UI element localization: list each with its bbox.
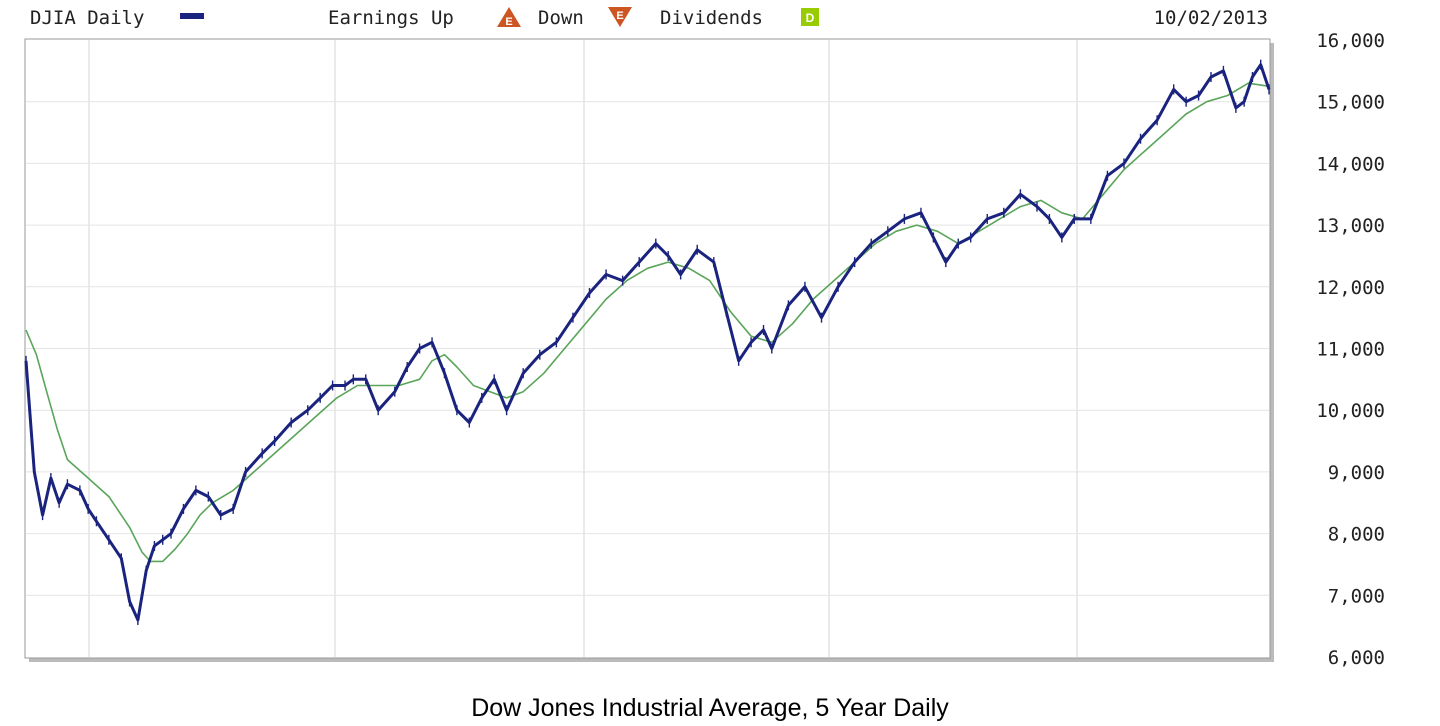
y-tick-label: 8,000 <box>1328 524 1385 546</box>
header-legend: DJIA Daily Earnings Up E Down E Dividend… <box>30 7 1268 29</box>
y-tick-label: 16,000 <box>1316 30 1385 52</box>
dividends-marker: D <box>806 11 815 25</box>
dividends-icon: D <box>801 8 819 26</box>
horizontal-grid <box>26 101 1269 596</box>
series-line-djia-daily <box>24 63 1271 622</box>
series-swatch <box>180 13 204 19</box>
y-tick-label: 6,000 <box>1328 647 1385 669</box>
earnings-down-icon: E <box>608 7 632 27</box>
chart-date: 10/02/2013 <box>1154 7 1268 29</box>
earnings-down-marker: E <box>616 10 623 22</box>
down-label: Down <box>538 7 584 29</box>
y-tick-label: 12,000 <box>1316 277 1385 299</box>
y-axis: 6,000 7,000 8,000 9,000 10,000 11,000 12,000 13… <box>1316 30 1385 669</box>
y-tick-label: 11,000 <box>1316 339 1385 361</box>
y-tick-label: 9,000 <box>1328 462 1385 484</box>
earnings-up-icon: E <box>497 7 521 28</box>
chart-caption: Dow Jones Industrial Average, 5 Year Dai… <box>471 694 949 722</box>
plot-area <box>24 38 1274 662</box>
series-layer <box>24 59 1271 625</box>
dividends-label: Dividends <box>660 7 763 29</box>
earnings-label: Earnings Up <box>328 7 454 29</box>
y-tick-label: 14,000 <box>1316 153 1385 175</box>
series-line-moving-average <box>25 82 1270 563</box>
y-tick-label: 10,000 <box>1316 400 1385 422</box>
earnings-up-marker: E <box>505 16 512 28</box>
y-tick-label: 13,000 <box>1316 215 1385 237</box>
series-label: DJIA Daily <box>30 7 144 29</box>
y-tick-label: 7,000 <box>1328 585 1385 607</box>
y-tick-label: 15,000 <box>1316 92 1385 114</box>
